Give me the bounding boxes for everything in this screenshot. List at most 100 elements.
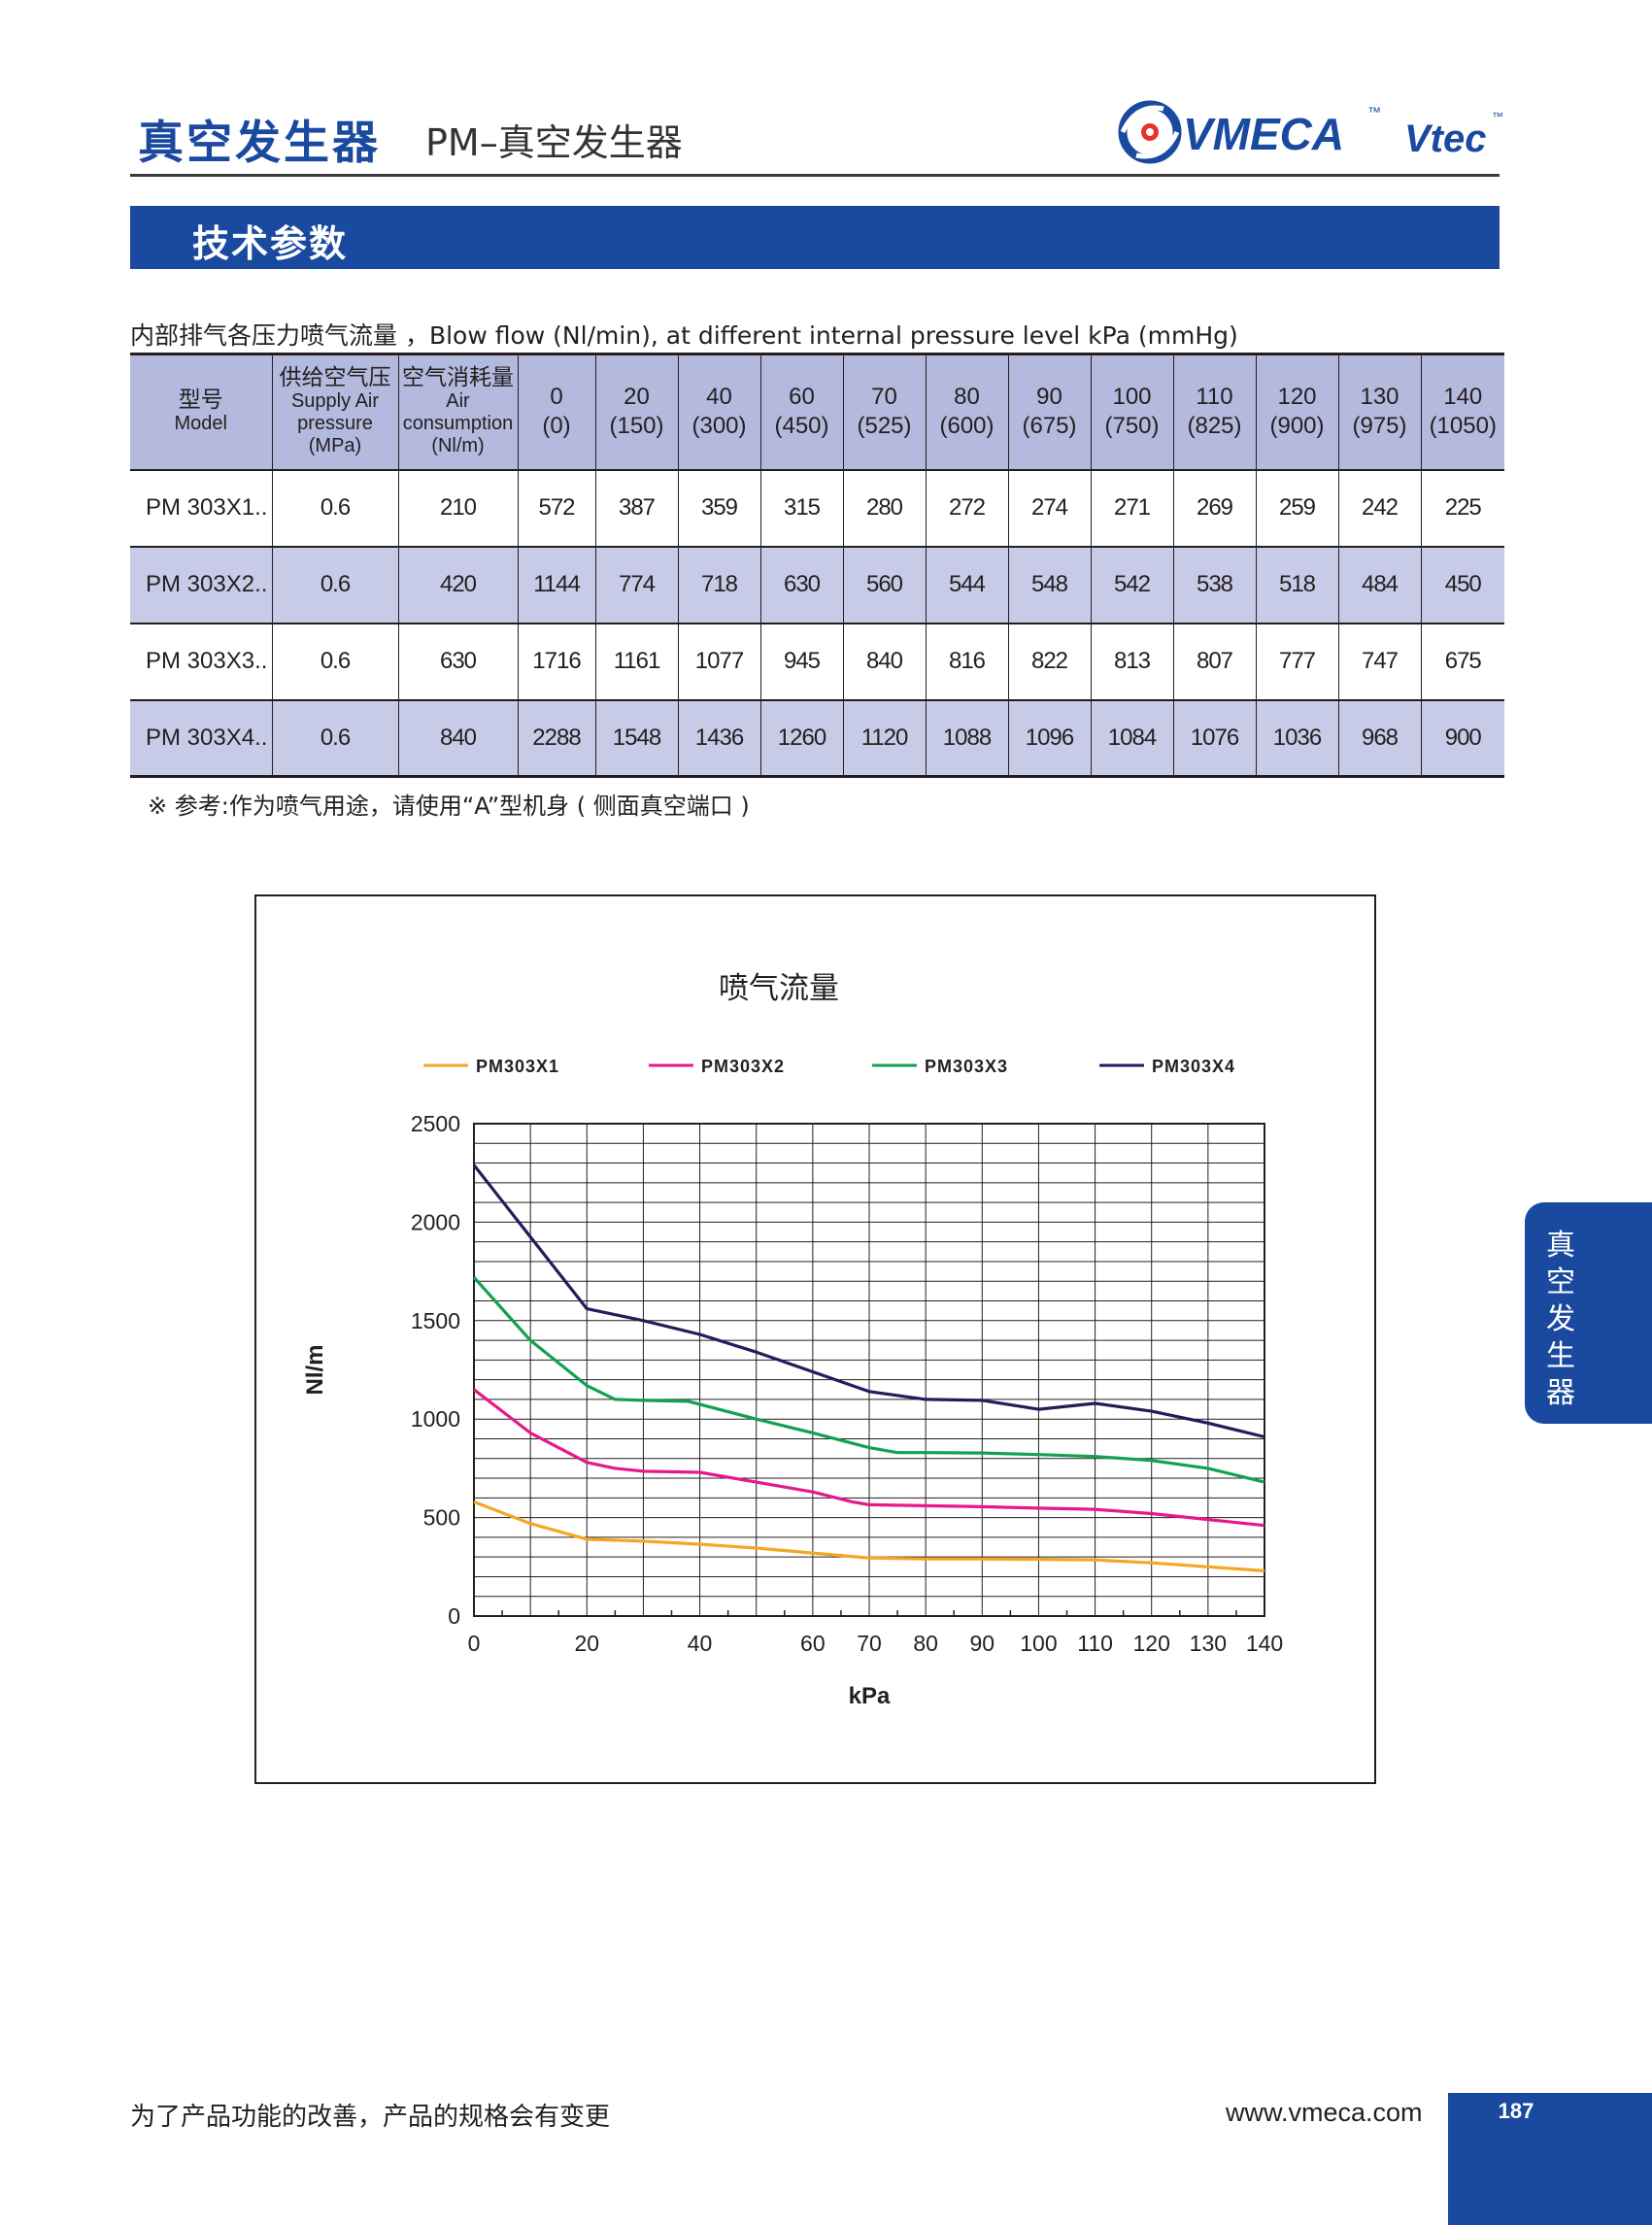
cell-value: 968 <box>1337 699 1422 777</box>
spec-table: 型号 Model 供给空气压 Supply Air pressure (MPa) 空气消… <box>130 353 1504 778</box>
header-supply: 供给空气压 Supply Air pressure (MPa) <box>271 354 399 470</box>
x-axis-label: kPa <box>849 1683 891 1709</box>
cell-value: 259 <box>1255 469 1339 547</box>
cell-value: 518 <box>1255 546 1339 624</box>
logo-tm2: ™ <box>1492 110 1503 123</box>
cell-value: 1077 <box>677 623 761 700</box>
plot-frame <box>473 1123 1265 1617</box>
y-tick-label: 0 <box>448 1603 460 1629</box>
x-tick-label: 120 <box>1133 1631 1170 1656</box>
cell-value: 1548 <box>594 699 679 777</box>
cell-value: 572 <box>517 469 596 547</box>
x-tick-label: 60 <box>800 1631 826 1656</box>
side-tab-label: 真空发生器 <box>1546 1229 1575 1410</box>
cell-value: 945 <box>759 623 844 700</box>
y-tick-label: 1500 <box>411 1308 460 1333</box>
table-row: PM 303X4.. 0.6 840 2288 1548 1436 1260 1… <box>130 699 1504 777</box>
cell-value: 544 <box>925 546 1009 624</box>
series-line-pm303x3 <box>472 1276 1265 1484</box>
cell-value: 900 <box>1420 699 1504 777</box>
cell-value: 560 <box>842 546 927 624</box>
cell-air: 420 <box>397 546 519 624</box>
cell-value: 280 <box>842 469 927 547</box>
table-caption: 内部排气各压力喷气流量 ，Blow flow (Nl/min), at diff… <box>130 321 1238 350</box>
x-tick-label: 130 <box>1190 1631 1227 1656</box>
header-pressure: 80 (600) <box>925 354 1009 470</box>
page-number: 187 <box>1498 2099 1534 2123</box>
side-tab <box>1525 1202 1652 1424</box>
cell-value: 1260 <box>759 699 844 777</box>
vmeca-swirl-icon <box>1118 100 1182 164</box>
legend-label: PM303X1 <box>476 1057 559 1076</box>
legend-label: PM303X3 <box>925 1057 1008 1076</box>
cell-value: 718 <box>677 546 761 624</box>
cell-value: 822 <box>1007 623 1092 700</box>
cell-value: 2288 <box>517 699 596 777</box>
cell-air: 840 <box>397 699 519 777</box>
table-row: PM 303X3.. 0.6 630 1716 1161 1077 945 84… <box>130 623 1504 700</box>
cell-value: 1088 <box>925 699 1009 777</box>
page-number-box <box>1448 2093 1652 2225</box>
series-line-pm303x2 <box>473 1388 1265 1528</box>
cell-model: PM 303X1.. <box>130 469 273 547</box>
x-tick-label: 70 <box>857 1631 882 1656</box>
y-axis-label: Nl/m <box>302 1344 328 1395</box>
cell-value: 538 <box>1172 546 1257 624</box>
cell-supply: 0.6 <box>271 699 399 777</box>
cell-value: 359 <box>677 469 761 547</box>
page-title: 真空发生器 <box>138 117 381 170</box>
y-tick-label: 2500 <box>411 1111 460 1136</box>
cell-value: 315 <box>759 469 844 547</box>
cell-air: 630 <box>397 623 519 700</box>
cell-value: 269 <box>1172 469 1257 547</box>
header-pressure: 70 (525) <box>842 354 927 470</box>
x-tick-label: 40 <box>688 1631 713 1656</box>
header-pressure: 0 (0) <box>517 354 596 470</box>
cell-value: 1716 <box>517 623 596 700</box>
header-rule <box>130 174 1500 177</box>
cell-value: 1120 <box>842 699 927 777</box>
cell-value: 242 <box>1337 469 1422 547</box>
x-tick-label: 100 <box>1020 1631 1057 1656</box>
cell-model: PM 303X2.. <box>130 546 273 624</box>
cell-supply: 0.6 <box>271 546 399 624</box>
cell-value: 387 <box>594 469 679 547</box>
header-pressure: 140 (1050) <box>1420 354 1504 470</box>
y-tick-label: 1000 <box>411 1406 460 1432</box>
cell-value: 675 <box>1420 623 1504 700</box>
cell-value: 747 <box>1337 623 1422 700</box>
cell-value: 807 <box>1172 623 1257 700</box>
header-pressure: 40 (300) <box>677 354 761 470</box>
table-row: PM 303X2.. 0.6 420 1144 774 718 630 560 … <box>130 546 1504 624</box>
cell-model: PM 303X4.. <box>130 699 273 777</box>
header-pressure: 120 (900) <box>1255 354 1339 470</box>
header-air: 空气消耗量 Air consumption (Nl/m) <box>397 354 519 470</box>
cell-value: 1436 <box>677 699 761 777</box>
chart-title: 喷气流量 <box>719 971 839 1006</box>
blow-flow-chart: 0 500 1000 1500 2000 2500 0 20 40 60 70 80 90 100 110 1… <box>302 971 1283 1709</box>
cell-value: 813 <box>1090 623 1174 700</box>
section-title: 技术参数 <box>192 222 349 265</box>
footer-url: www.vmeca.com <box>1226 2098 1423 2127</box>
logo-tm: ™ <box>1367 104 1381 119</box>
header-model: 型号 Model <box>130 354 273 470</box>
logo-vmeca-text: VMECA <box>1183 109 1344 159</box>
cell-value: 840 <box>842 623 927 700</box>
x-tick-label: 140 <box>1246 1631 1283 1656</box>
cell-value: 542 <box>1090 546 1174 624</box>
cell-value: 1096 <box>1007 699 1092 777</box>
cell-value: 777 <box>1255 623 1339 700</box>
section-bar <box>130 206 1500 269</box>
table-row: PM 303X1.. 0.6 210 572 387 359 315 280 2… <box>130 469 1504 547</box>
logo-vtec-text: Vtec <box>1404 118 1487 160</box>
header-pressure: 110 (825) <box>1172 354 1257 470</box>
table-header-row: 型号 Model 供给空气压 Supply Air pressure (MPa) 空气消… <box>130 354 1504 470</box>
y-tick-label: 2000 <box>411 1209 460 1234</box>
cell-value: 1076 <box>1172 699 1257 777</box>
y-tick-label: 500 <box>423 1505 460 1531</box>
x-tick-label: 0 <box>468 1631 481 1656</box>
chart-frame <box>254 894 1376 1784</box>
cell-air: 210 <box>397 469 519 547</box>
cell-value: 630 <box>759 546 844 624</box>
cell-value: 225 <box>1420 469 1504 547</box>
